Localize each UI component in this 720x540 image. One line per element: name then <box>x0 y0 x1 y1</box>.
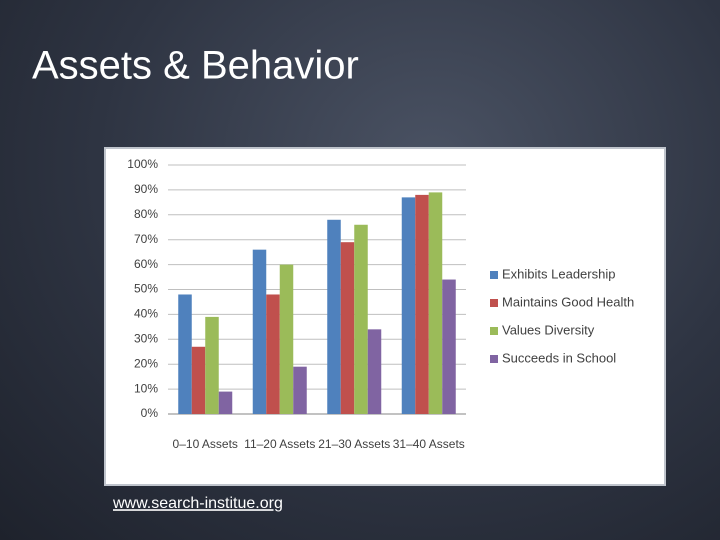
y-tick-label: 40% <box>134 307 158 321</box>
y-tick-label: 20% <box>134 356 158 370</box>
bar <box>340 242 355 414</box>
bar <box>191 346 206 414</box>
bar <box>218 391 233 414</box>
bar <box>279 264 294 414</box>
y-tick-label: 90% <box>134 182 158 196</box>
legend-swatch <box>490 355 498 363</box>
x-tick-label: 31–40 Assets <box>393 437 465 451</box>
bar <box>178 294 192 414</box>
bar <box>367 329 382 414</box>
legend-label: Maintains Good Health <box>502 294 634 309</box>
legend-swatch <box>490 327 498 335</box>
bar <box>428 192 443 414</box>
bar <box>442 279 456 414</box>
slide-title: Assets & Behavior <box>32 44 359 88</box>
y-tick-label: 100% <box>127 157 158 171</box>
y-tick-label: 30% <box>134 331 158 345</box>
bar <box>354 224 368 414</box>
bar <box>415 194 429 414</box>
legend-label: Values Diversity <box>502 322 595 337</box>
y-tick-label: 60% <box>134 257 158 271</box>
source-link[interactable]: www.search-institue.org <box>112 495 283 512</box>
chart-frame <box>104 147 666 486</box>
y-tick-label: 50% <box>134 282 158 296</box>
bar <box>205 316 219 414</box>
bar <box>293 366 307 414</box>
legend-swatch <box>490 299 498 307</box>
x-tick-label: 11–20 Assets <box>244 437 315 451</box>
bar <box>266 294 280 414</box>
x-tick-label: 21–30 Assets <box>318 437 390 451</box>
legend-swatch <box>490 271 498 279</box>
y-tick-label: 70% <box>134 232 158 246</box>
bar <box>401 197 416 414</box>
y-tick-label: 10% <box>134 381 158 395</box>
bar <box>327 219 341 414</box>
bar <box>252 249 267 414</box>
y-tick-label: 0% <box>141 406 159 420</box>
y-tick-label: 80% <box>134 207 158 221</box>
legend-label: Exhibits Leadership <box>502 266 615 281</box>
legend-label: Succeeds in School <box>502 350 616 365</box>
x-tick-label: 0–10 Assets <box>173 437 238 451</box>
